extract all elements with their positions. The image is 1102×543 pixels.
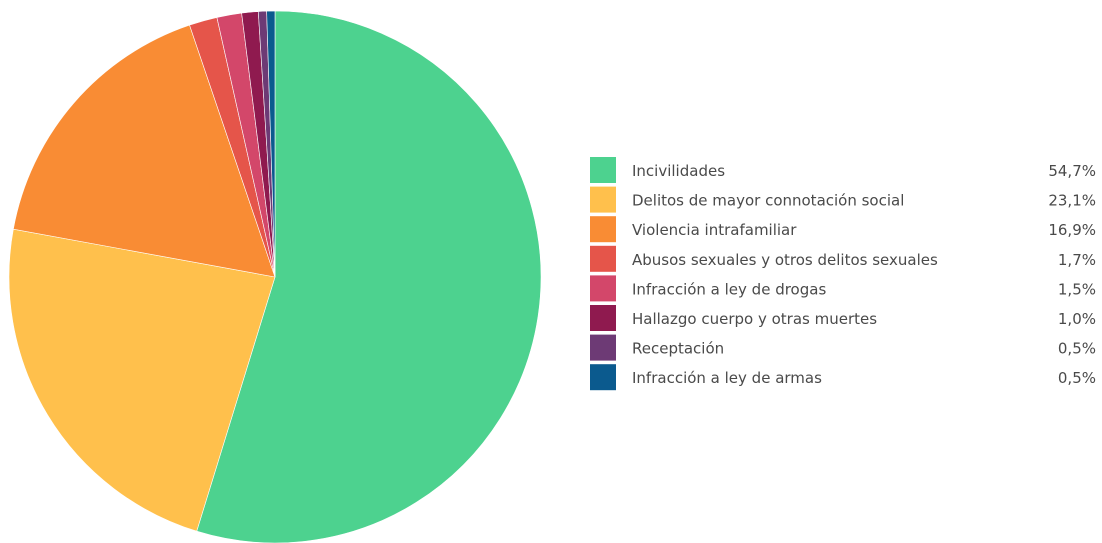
legend-label-incivilidades: Incivilidades [632,162,725,180]
legend-swatch-receptacion [590,334,616,361]
legend-value-hallazgo-cuerpo-y-otras-muertes: 1,0% [1058,310,1096,328]
pie-slice-infraccion-a-ley-de-armas [266,10,276,278]
legend-swatch-infraccion-a-ley-de-drogas [590,275,616,302]
legend-swatch-delitos-de-mayor-connotacion-social [590,186,616,213]
pie-slice-incivilidades [196,10,542,543]
legend-value-infraccion-a-ley-de-drogas: 1,5% [1058,280,1096,298]
legend-label-infraccion-a-ley-de-armas: Infracción a ley de armas [632,369,822,387]
pie-slices [8,10,542,543]
legend-value-violencia-intrafamiliar: 16,9% [1048,221,1096,239]
legend-label-hallazgo-cuerpo-y-otras-muertes: Hallazgo cuerpo y otras muertes [632,310,877,328]
legend-swatch-abusos-sexuales-y-otros-delitos-sexuales [590,245,616,272]
legend-label-infraccion-a-ley-de-drogas: Infracción a ley de drogas [632,280,826,298]
legend-value-incivilidades: 54,7% [1048,162,1096,180]
pie-slice-violencia-intrafamiliar [12,24,276,278]
legend-value-receptacion: 0,5% [1058,340,1096,358]
legend-swatch-hallazgo-cuerpo-y-otras-muertes [590,305,616,331]
legend: Incivilidades 54,7% Delitos de mayor conno… [590,157,1096,391]
legend-label-receptacion: Receptación [632,340,724,358]
legend-label-violencia-intrafamiliar: Violencia intrafamiliar [632,221,797,239]
legend-swatch-incivilidades [590,157,616,183]
legend-value-abusos-sexuales-y-otros-delitos-sexuales: 1,7% [1058,251,1096,269]
legend-value-delitos-de-mayor-connotacion-social: 23,1% [1048,192,1096,210]
legend-value-infraccion-a-ley-de-armas: 0,5% [1058,369,1096,387]
legend-label-abusos-sexuales-y-otros-delitos-sexuales: Abusos sexuales y otros delitos sexuales [632,251,938,269]
legend-swatch-violencia-intrafamiliar [590,216,616,243]
legend-swatch-infraccion-a-ley-de-armas [590,364,616,391]
legend-label-delitos-de-mayor-connotacion-social: Delitos de mayor connotación social [632,192,904,210]
pie-slice-delitos-de-mayor-connotacion-social [8,228,276,532]
